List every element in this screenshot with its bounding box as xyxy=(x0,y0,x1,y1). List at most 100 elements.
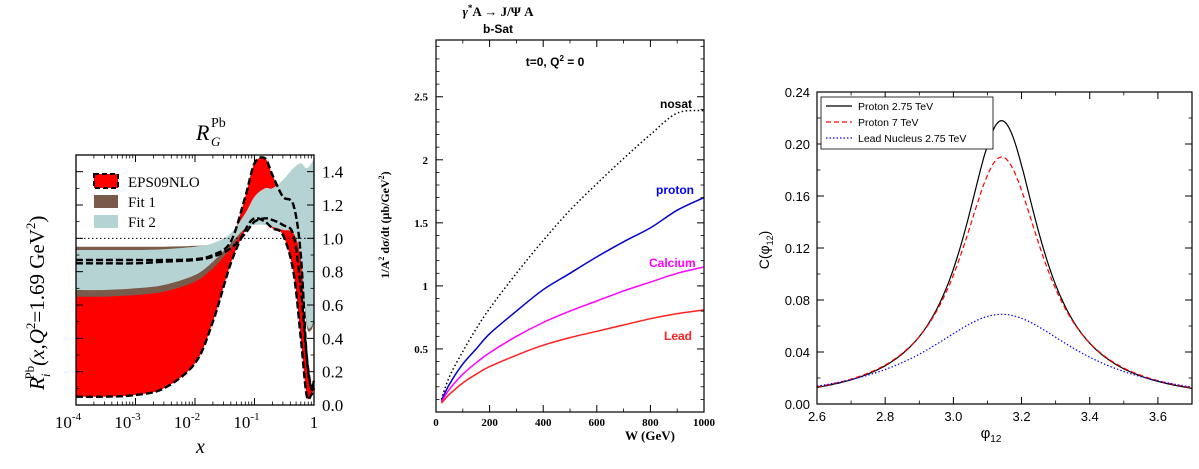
y-tick-label: 0.4 xyxy=(322,329,344,348)
chart1-ylabel-exp2: 2 xyxy=(23,223,38,230)
chart2-ylabel-e2: 2 xyxy=(377,175,386,179)
x-tick-label: 3.6 xyxy=(1149,409,1167,424)
y-tick-label: 0.04 xyxy=(785,345,810,360)
x-tick-label: 600 xyxy=(589,417,606,429)
chart2-frame xyxy=(435,39,705,413)
curve-series-1 xyxy=(816,156,1193,389)
x-tick-label: 3.4 xyxy=(1081,409,1099,424)
y-tick-label: 0.20 xyxy=(785,137,810,152)
eps-upper-curve xyxy=(76,156,316,391)
x-tick-label: 200 xyxy=(481,417,498,429)
x-tick-label: 2.8 xyxy=(876,409,894,424)
y-tick-label: 2.5 xyxy=(414,92,428,104)
chart1-title-sup: Pb xyxy=(211,116,226,131)
legend-label-lead: Lead Nucleus 2.75 TeV xyxy=(858,133,966,145)
chart1-ticks: 10-4 10-3 10-2 10-1 10.0 0.2 0.4 0.6 0.8 1.0 1.2 1.… xyxy=(55,154,344,432)
y-tick-label: 1.0 xyxy=(322,229,343,248)
chart1-ylabel-eq: =1.69 GeV xyxy=(25,229,49,323)
chart3-xlabel-sub: 12 xyxy=(990,434,1002,445)
chart2-ylabel-a: 1/A xyxy=(378,260,392,278)
chart2-lines xyxy=(440,109,705,404)
legend-label-proton-2-75: Proton 2.75 TeV xyxy=(858,101,933,113)
curve-series-2 xyxy=(816,313,1193,388)
x-tick-label: 10-2 xyxy=(174,411,200,432)
chart2-subtitle: b-Sat xyxy=(483,22,513,36)
chart3-ylabel: C(φ12) xyxy=(756,231,775,270)
chart1-ylabel-r: R xyxy=(25,377,49,391)
curve-nosat xyxy=(440,109,705,400)
eps-central-curve xyxy=(75,217,316,392)
x-tick-label: 400 xyxy=(535,417,552,429)
y-tick-label: 1.2 xyxy=(322,196,343,215)
y-tick-label: 1.4 xyxy=(322,163,344,182)
svg-text:1/A2 dσ/dt (μb/GeV2): 1/A2 dσ/dt (μb/GeV2) xyxy=(377,171,392,278)
y-tick-label: 0.00 xyxy=(785,397,810,412)
chart2-annotation-rest: = 0 xyxy=(564,55,585,69)
band-fit-2 xyxy=(76,158,314,329)
y-tick-label: 0.16 xyxy=(785,189,810,204)
chart3-ylabel-c: C(φ xyxy=(756,245,772,269)
chart2-title: γ*A → J/Ψ A xyxy=(463,3,535,19)
chart1-ylabel-args: (x,Q xyxy=(25,329,49,366)
chart3-ticks: 2.6 2.8 3.0 3.2 3.4 3.6 0.00 0.04 0.08 0.12 0.16 0.… xyxy=(785,85,1192,424)
chart3-xlabel-phi: φ xyxy=(981,425,991,442)
series-label-nosat: nosat xyxy=(660,97,692,111)
y-tick-label: 1 xyxy=(423,281,429,293)
legend-swatch-eps09nlo xyxy=(93,173,119,189)
chart1-ylabel: RiPb(x,Q2=1.69 GeV2) xyxy=(22,216,53,391)
chart2-title-star: * xyxy=(468,3,473,13)
chart3-ylabel-sub: 12 xyxy=(765,235,775,245)
x-tick-label: 3.2 xyxy=(1013,409,1031,424)
series-label-calcium: Calcium xyxy=(649,256,696,270)
panel-jpsi-cross-section: γ*A → J/Ψ A b-Sat 0 200 400 600 800 1000 0.5 1 1… xyxy=(377,3,716,443)
chart1-title: R G Pb xyxy=(195,116,226,149)
curve-lead xyxy=(440,309,705,404)
panel-azimuthal-correlation: 2.6 2.8 3.0 3.2 3.4 3.6 0.00 0.04 0.08 0.12 0.16 0.… xyxy=(756,85,1193,445)
curve-calcium xyxy=(440,266,705,403)
chart1-lines xyxy=(75,156,316,401)
series-label-lead: Lead xyxy=(664,329,692,343)
legend-label-proton-7: Proton 7 TeV xyxy=(858,117,919,129)
svg-text:RiPb(x,Q2=1.69 GeV2): RiPb(x,Q2=1.69 GeV2) xyxy=(22,216,53,391)
y-tick-label: 0.08 xyxy=(785,293,810,308)
chart2-ticks: 0 200 400 600 800 1000 0.5 1 1.5 2 2.5 xyxy=(414,40,716,429)
chart3-lines xyxy=(816,119,1193,389)
chart2-annotation: t=0, Q2 = 0 xyxy=(526,54,585,69)
legend-swatch-fit2 xyxy=(94,215,118,228)
chart1-ylabel-close: ) xyxy=(25,216,49,223)
chart2-title-gamma: γ xyxy=(463,4,469,19)
x-tick-label: 800 xyxy=(642,417,659,429)
x-tick-label: 1 xyxy=(310,413,319,432)
y-tick-label: 0.8 xyxy=(322,263,343,282)
chart1-bands xyxy=(76,157,314,400)
y-tick-label: 2 xyxy=(423,155,429,167)
y-tick-label: 0.12 xyxy=(785,241,810,256)
legend-label-fit1: Fit 1 xyxy=(128,195,156,211)
y-tick-label: 0.6 xyxy=(322,296,343,315)
x-tick-label: 0 xyxy=(433,417,439,429)
chart3-xlabel: φ12 xyxy=(981,425,1002,445)
chart2-title-rest: A → J/Ψ A xyxy=(472,4,534,19)
x-tick-label: 10-4 xyxy=(55,411,82,432)
chart3-ylabel-close: ) xyxy=(756,231,772,236)
chart2-xlabel: W (GeV) xyxy=(625,428,675,443)
curve-series-0 xyxy=(816,119,1193,389)
legend-label-eps09nlo: EPS09NLO xyxy=(128,175,200,191)
y-tick-label: 0.2 xyxy=(322,363,343,382)
y-tick-label: 0.0 xyxy=(322,396,343,415)
series-label-proton: proton xyxy=(656,183,694,197)
chart3-legend: Proton 2.75 TeV Proton 7 TeV Lead Nucleu… xyxy=(820,96,994,150)
chart1-title-main: R xyxy=(195,120,210,145)
chart1-ylabel-sup: Pb xyxy=(22,366,37,380)
chart1-title-sub: G xyxy=(211,134,221,149)
chart2-annotation-t: t=0, Q xyxy=(526,55,560,69)
y-tick-label: 1.5 xyxy=(414,218,428,230)
chart1-ylabel-exp: 2 xyxy=(23,323,38,330)
svg-text:C(φ12): C(φ12) xyxy=(756,231,775,270)
chart2-annotation-exp: 2 xyxy=(559,54,564,63)
x-tick-label: 1000 xyxy=(693,417,716,429)
panel-nuclear-pdf: R G Pb 10-4 10-3 10-2 10-1 10.00.20.40.60.81… xyxy=(22,116,344,458)
chart1-ylabel-sub: i xyxy=(38,373,53,377)
x-tick-label: 10-3 xyxy=(114,411,141,432)
